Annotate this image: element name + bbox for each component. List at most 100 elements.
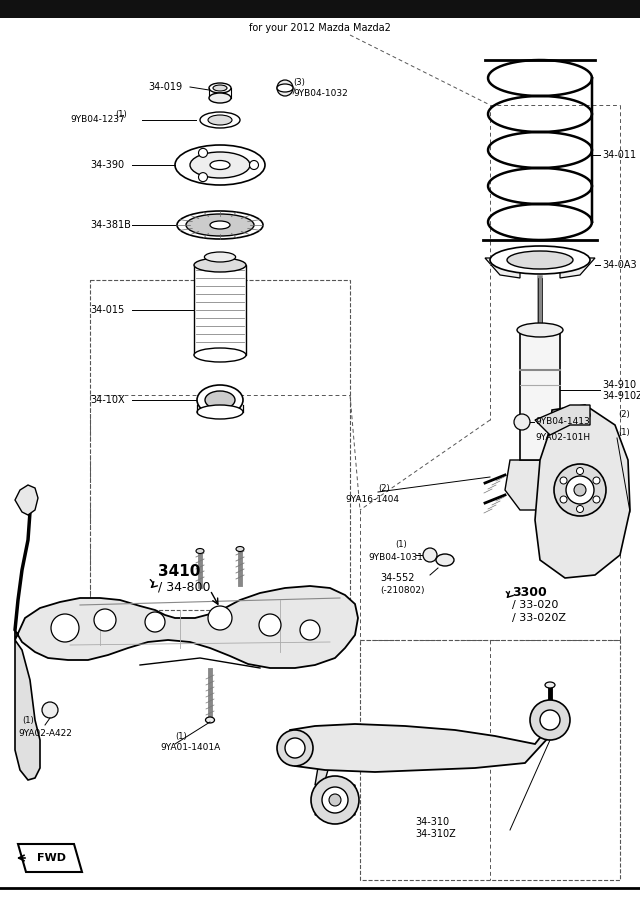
Ellipse shape [208, 115, 232, 125]
Bar [0, 0, 640, 18]
Circle shape [514, 414, 530, 430]
Ellipse shape [190, 152, 250, 178]
Ellipse shape [194, 258, 246, 272]
Circle shape [198, 148, 207, 157]
Text: 9YA02-A422: 9YA02-A422 [18, 728, 72, 737]
Bar [90, 280, 350, 610]
Ellipse shape [436, 554, 454, 566]
Ellipse shape [205, 391, 235, 409]
Circle shape [577, 467, 584, 474]
Circle shape [250, 160, 259, 169]
Text: 34-381B: 34-381B [90, 220, 131, 230]
Circle shape [285, 738, 305, 758]
Text: 34-10X: 34-10X [90, 395, 125, 405]
Text: 34-0A3: 34-0A3 [602, 260, 637, 270]
Polygon shape [15, 485, 38, 515]
Text: 9YB04-1032: 9YB04-1032 [293, 89, 348, 98]
Text: (1): (1) [115, 111, 127, 120]
Circle shape [540, 710, 560, 730]
Circle shape [51, 614, 79, 642]
Text: 34-390: 34-390 [90, 160, 124, 170]
Text: 34-011: 34-011 [602, 150, 636, 160]
Text: 34-019: 34-019 [148, 82, 182, 92]
Circle shape [530, 700, 570, 740]
Ellipse shape [200, 112, 240, 128]
Text: (1): (1) [175, 732, 187, 741]
Text: 34-910: 34-910 [602, 380, 636, 390]
Circle shape [198, 173, 207, 182]
Ellipse shape [205, 717, 214, 723]
Ellipse shape [490, 246, 590, 274]
Text: 9YB04-1413: 9YB04-1413 [535, 418, 589, 427]
Circle shape [570, 410, 580, 420]
Circle shape [42, 702, 58, 718]
Circle shape [145, 612, 165, 632]
Ellipse shape [186, 214, 254, 236]
Ellipse shape [196, 548, 204, 554]
Ellipse shape [210, 160, 230, 169]
Ellipse shape [213, 85, 227, 91]
Polygon shape [18, 844, 82, 872]
Bar [360, 640, 620, 880]
Text: 9YB04-1237: 9YB04-1237 [70, 115, 125, 124]
Ellipse shape [175, 145, 265, 185]
Text: 34-310Z: 34-310Z [415, 829, 456, 839]
Circle shape [277, 730, 313, 766]
Circle shape [566, 476, 594, 504]
Text: (3): (3) [293, 77, 305, 86]
Circle shape [554, 464, 606, 516]
Ellipse shape [507, 251, 573, 269]
Polygon shape [535, 405, 590, 435]
Circle shape [329, 794, 341, 806]
Text: (1): (1) [22, 716, 34, 724]
Ellipse shape [197, 405, 243, 419]
Text: / 34-800: / 34-800 [158, 580, 211, 593]
Ellipse shape [197, 385, 243, 415]
Text: 9YA01-1401A: 9YA01-1401A [160, 743, 220, 752]
Text: 34-910Z: 34-910Z [602, 391, 640, 401]
Ellipse shape [236, 546, 244, 552]
Text: 3410: 3410 [158, 564, 200, 580]
Circle shape [208, 606, 232, 630]
Ellipse shape [277, 84, 293, 92]
Circle shape [94, 609, 116, 631]
Text: 9YB04-1031: 9YB04-1031 [368, 554, 423, 562]
Ellipse shape [545, 682, 555, 688]
Ellipse shape [194, 348, 246, 362]
Bar [194, 265, 246, 355]
Ellipse shape [177, 211, 263, 239]
Text: for your 2012 Mazda Mazda2: for your 2012 Mazda Mazda2 [249, 23, 391, 33]
Circle shape [577, 506, 584, 512]
Text: / 33-020Z: / 33-020Z [512, 613, 566, 623]
Polygon shape [315, 726, 355, 815]
Circle shape [560, 496, 567, 503]
Polygon shape [485, 258, 520, 278]
Circle shape [259, 614, 281, 636]
Circle shape [311, 776, 359, 824]
Circle shape [300, 620, 320, 640]
Polygon shape [15, 640, 40, 780]
Polygon shape [560, 258, 595, 278]
Polygon shape [287, 710, 568, 772]
Circle shape [593, 477, 600, 484]
Circle shape [277, 80, 293, 96]
Polygon shape [535, 405, 630, 578]
Bar [520, 330, 560, 460]
Circle shape [593, 496, 600, 503]
Polygon shape [15, 586, 358, 668]
Text: (-210802): (-210802) [380, 586, 424, 595]
Circle shape [322, 787, 348, 813]
Text: 9YA16-1404: 9YA16-1404 [345, 496, 399, 505]
Ellipse shape [209, 83, 231, 93]
Ellipse shape [209, 93, 231, 103]
Text: (2): (2) [618, 410, 630, 419]
Circle shape [574, 484, 586, 496]
Text: 9YA02-101H: 9YA02-101H [535, 434, 590, 443]
Text: (1): (1) [618, 428, 630, 436]
Text: 34-552: 34-552 [380, 573, 415, 583]
Text: (1): (1) [395, 541, 407, 550]
Text: 34-015: 34-015 [90, 305, 124, 315]
Polygon shape [505, 460, 575, 510]
Ellipse shape [210, 221, 230, 229]
Circle shape [423, 548, 437, 562]
